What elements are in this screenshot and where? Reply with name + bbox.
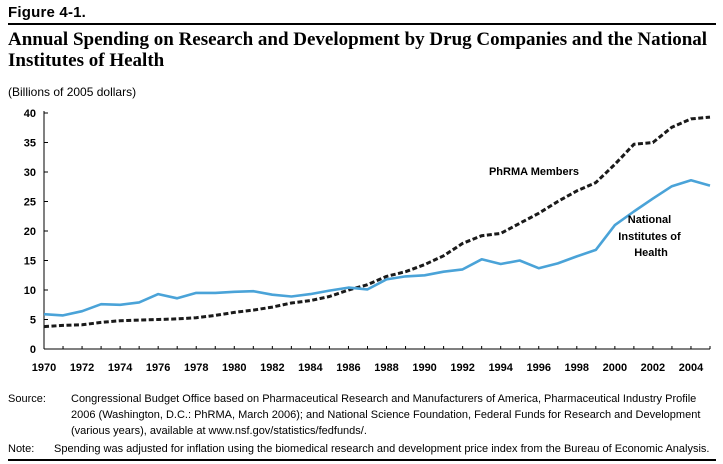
x-tick-label: 2004 xyxy=(679,362,704,374)
note-text: Spending was adjusted for inflation usin… xyxy=(54,443,710,455)
y-tick-label: 40 xyxy=(24,108,36,120)
x-tick-label: 1988 xyxy=(374,362,398,374)
y-tick-label: 30 xyxy=(24,167,36,179)
x-tick-label: 1980 xyxy=(222,362,246,374)
series-label-nih-line1: National xyxy=(628,214,671,226)
x-tick-label: 1978 xyxy=(184,362,208,374)
x-tick-label: 1992 xyxy=(450,362,474,374)
note: Note: Spending was adjusted for inflatio… xyxy=(8,441,716,457)
footnotes: Source: Congressional Budget Office base… xyxy=(8,391,716,457)
series-line-phrma xyxy=(43,115,711,329)
bottom-rule xyxy=(8,459,716,461)
y-tick-label: 15 xyxy=(24,256,36,268)
note-heading: Note: xyxy=(8,443,35,455)
series-label-phrma: PhRMA Members xyxy=(489,166,579,178)
series-label-nih-line2: Institutes of xyxy=(618,231,681,243)
x-tick-label: 1990 xyxy=(412,362,436,374)
series-labels: PhRMA Members National Institutes of Hea… xyxy=(489,166,683,259)
source-note: Source: Congressional Budget Office base… xyxy=(8,391,716,439)
x-tick-label: 2002 xyxy=(641,362,665,374)
x-tick-label: 2000 xyxy=(603,362,627,374)
x-tick-label: 1974 xyxy=(108,362,133,374)
x-tick-label: 1982 xyxy=(260,362,284,374)
line-chart: 0 5 10 15 20 25 30 35 40 1970 1972 1974 1976 1978 1980… xyxy=(24,108,711,374)
top-rule xyxy=(8,23,716,25)
x-tick-label: 1998 xyxy=(565,362,589,374)
figure-label: Figure 4-1. xyxy=(8,4,87,21)
x-tick-label: 1970 xyxy=(32,362,56,374)
x-tick-label: 1984 xyxy=(298,362,323,374)
source-heading: Source: xyxy=(8,393,46,405)
y-tick-label: 10 xyxy=(24,285,36,297)
series-label-nih-line3: Health xyxy=(634,247,668,259)
chart-series xyxy=(43,115,711,329)
y-tick-label: 25 xyxy=(24,197,36,209)
x-tick-label: 1986 xyxy=(336,362,360,374)
chart-title: Annual Spending on Research and Developm… xyxy=(8,29,708,71)
x-tick-label: 1976 xyxy=(146,362,170,374)
x-tick-label: 1994 xyxy=(488,362,513,374)
series-label-nih: National Institutes of Health xyxy=(618,214,683,259)
y-tick-label: 0 xyxy=(30,344,36,356)
y-tick-label: 5 xyxy=(30,315,36,327)
units-label: (Billions of 2005 dollars) xyxy=(8,85,137,99)
x-tick-label: 1996 xyxy=(527,362,551,374)
source-text: Congressional Budget Office based on Pha… xyxy=(71,393,701,437)
chart-axes: 0 5 10 15 20 25 30 35 40 1970 1972 1974 1976 1978 1980… xyxy=(24,108,711,374)
x-tick-label: 1972 xyxy=(70,362,94,374)
series-line-nih xyxy=(43,179,711,317)
y-tick-label: 20 xyxy=(24,226,36,238)
y-tick-label: 35 xyxy=(24,138,36,150)
